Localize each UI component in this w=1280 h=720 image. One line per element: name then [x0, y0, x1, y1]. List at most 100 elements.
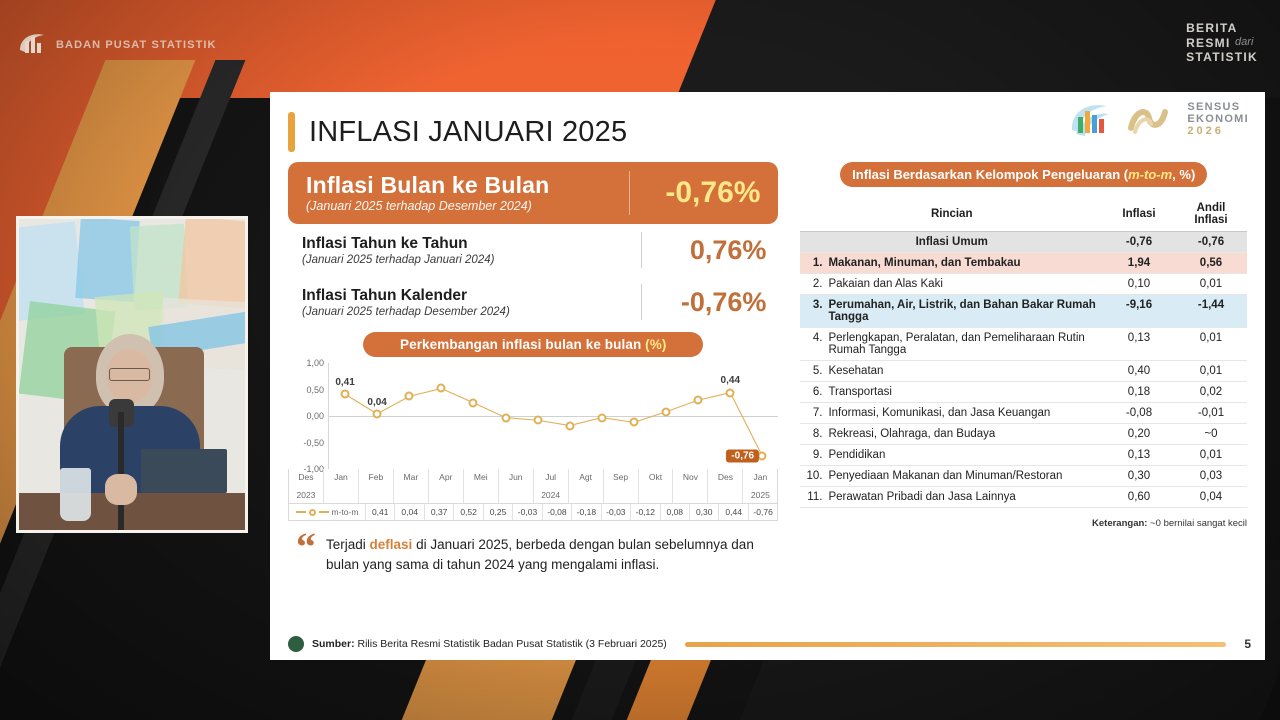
- month-cell: Des 2023: [289, 469, 323, 503]
- table-row: 7. Informasi, Komunikasi, dan Jasa Keuang…: [800, 402, 1247, 424]
- month-cell: Apr: [427, 469, 463, 503]
- month-cell: Jun: [497, 469, 533, 503]
- month-cell: Agt: [567, 469, 603, 503]
- chart-series-row: m-to-m 0,41 0,04 0,37 0,52 0,25 -0,03 -0,08 -0,…: [288, 504, 779, 521]
- month-cell: Jan 2025: [742, 469, 777, 503]
- month-label: Okt: [648, 472, 663, 482]
- bps-color-logo-icon: [1067, 100, 1113, 140]
- series-value-cell: -0,08: [541, 504, 571, 520]
- series-value-cell: -0,03: [512, 504, 541, 520]
- quote-prefix: Terjadi: [326, 537, 370, 552]
- row-text: Pendidikan: [828, 449, 886, 461]
- table-row: 8. Rekreasi, Olahraga, dan Budaya 0,20 ~0: [800, 423, 1247, 445]
- year-label: 2025: [750, 490, 770, 500]
- chart-data-point: [725, 388, 735, 398]
- chart-canvas: 0,41 0,04 0,44 -0,76: [328, 363, 779, 469]
- row-inflasi: -9,16: [1103, 294, 1175, 328]
- row-number: 9.: [812, 449, 823, 461]
- table-note-label: Keterangan:: [1092, 518, 1148, 529]
- series-value-cell: 0,52: [453, 504, 482, 520]
- row-inflasi: 0,10: [1103, 273, 1175, 295]
- row-text: Perawatan Pribadi dan Jasa Lainnya: [828, 491, 1016, 503]
- chart-point-label: 0,41: [335, 376, 355, 388]
- legend-line-icon: [318, 511, 329, 513]
- row-inflasi: -0,08: [1103, 402, 1175, 424]
- row-andil: 0,01: [1175, 444, 1247, 466]
- chart-data-point: [629, 417, 639, 427]
- footer-rule: [684, 641, 1227, 647]
- speaker-hands: [104, 474, 137, 506]
- right-column: Inflasi Berdasarkan Kelompok Pengeluaran…: [800, 162, 1247, 576]
- month-label: Jan: [753, 472, 768, 482]
- banner-value: -0,76%: [665, 176, 761, 209]
- drinking-glass: [59, 467, 92, 521]
- chart-data-point: [597, 413, 607, 423]
- row-label: 3. Perumahan, Air, Listrik, dan Bahan Bak…: [800, 294, 1103, 328]
- stat-title: Inflasi Tahun ke Tahun: [302, 234, 468, 252]
- row-andil: -0,76: [1175, 231, 1247, 253]
- month-label: Feb: [368, 472, 384, 482]
- row-text: Informasi, Komunikasi, dan Jasa Keuangan: [828, 407, 1051, 419]
- row-number: 1.: [812, 257, 823, 269]
- page-number: 5: [1244, 637, 1251, 651]
- brs-line-2: RESMI: [1186, 35, 1231, 50]
- row-inflasi: 0,30: [1103, 465, 1175, 487]
- quote-highlight: deflasi: [369, 537, 413, 552]
- row-label: 6. Transportasi: [800, 381, 1103, 403]
- row-number: 11.: [807, 491, 823, 503]
- table-row: 11. Perawatan Pribadi dan Jasa Lainnya 0,6…: [800, 486, 1247, 508]
- month-label: Jul: [545, 472, 557, 482]
- col-header-inflasi: Inflasi: [1103, 197, 1175, 232]
- brs-line-3: STATISTIK: [1186, 50, 1258, 65]
- chart-title: Perkembangan inflasi bulan ke bulan: [399, 337, 642, 352]
- quote-block: “ Terjadi deflasi di Januari 2025, berbe…: [288, 527, 778, 576]
- row-text: Transportasi: [828, 386, 892, 398]
- month-label: Nov: [682, 472, 699, 482]
- quote-text: Terjadi deflasi di Januari 2025, berbeda…: [326, 531, 778, 576]
- row-andil: 0,01: [1175, 360, 1247, 382]
- month-label: Mar: [403, 472, 419, 482]
- y-axis-tick: -1,00: [303, 464, 324, 474]
- row-label: 10. Penyediaan Makanan dan Minuman/Restor…: [800, 465, 1103, 487]
- month-label: Des: [717, 472, 733, 482]
- table-body: Inflasi Umum -0,76 -0,76 1. Makanan, Minuman…: [800, 231, 1247, 508]
- legend-label: m-to-m: [331, 507, 359, 517]
- banner-title: Inflasi Bulan ke Bulan: [306, 171, 550, 198]
- row-text: Rekreasi, Olahraga, dan Budaya: [828, 428, 996, 440]
- bps-brand-label: BADAN PUSAT STATISTIK: [56, 39, 217, 51]
- month-cell: Okt: [637, 469, 673, 503]
- month-cell: Nov: [672, 469, 707, 503]
- bps-logo-icon: [16, 30, 48, 60]
- row-andil: 0,01: [1175, 327, 1247, 361]
- month-label: Des: [298, 472, 314, 482]
- legend-dot-icon: [308, 508, 316, 516]
- chart-point-label: 0,04: [367, 396, 387, 408]
- chart-title-unit: (%): [645, 337, 667, 352]
- y-axis-tick: -0,50: [303, 437, 324, 448]
- row-andil: 0,03: [1175, 465, 1247, 487]
- slide-title-row: INFLASI JANUARI 2025: [288, 106, 1247, 158]
- table-title-pill: Inflasi Berdasarkan Kelompok Pengeluaran…: [840, 162, 1208, 187]
- row-andil: -1,44: [1175, 294, 1247, 328]
- page-title: INFLASI JANUARI 2025: [309, 115, 628, 148]
- row-label: 2. Pakaian dan Alas Kaki: [800, 273, 1103, 295]
- source-value: Rilis Berita Resmi Statistik Badan Pusat…: [354, 638, 667, 650]
- row-inflasi: 1,94: [1103, 252, 1175, 274]
- chart-data-point: [565, 421, 575, 431]
- berita-resmi-statistik-logo: BERITA RESMI dari STATISTIK: [1186, 22, 1258, 64]
- month-cell: Jan: [322, 469, 358, 503]
- row-number: 6.: [812, 386, 823, 398]
- table-row: 10. Penyediaan Makanan dan Minuman/Restor…: [800, 465, 1247, 487]
- table-row: 6. Transportasi 0,18 0,02: [800, 381, 1247, 403]
- row-andil: 0,01: [1175, 273, 1247, 295]
- eyeglasses-icon: [109, 368, 151, 381]
- chart-point-label: 0,44: [720, 375, 741, 387]
- row-label: 1. Makanan, Minuman, dan Tembakau: [800, 252, 1103, 274]
- brs-script-text: dari: [1235, 35, 1254, 48]
- row-number: 8.: [812, 428, 823, 440]
- chart-data-point: [436, 383, 446, 393]
- month-cell: Sep: [602, 469, 638, 503]
- speaker-video-inset[interactable]: [16, 216, 248, 533]
- series-value-cell: 0,41: [365, 504, 394, 520]
- banner-subtitle: (Januari 2025 terhadap Desember 2024): [306, 199, 532, 214]
